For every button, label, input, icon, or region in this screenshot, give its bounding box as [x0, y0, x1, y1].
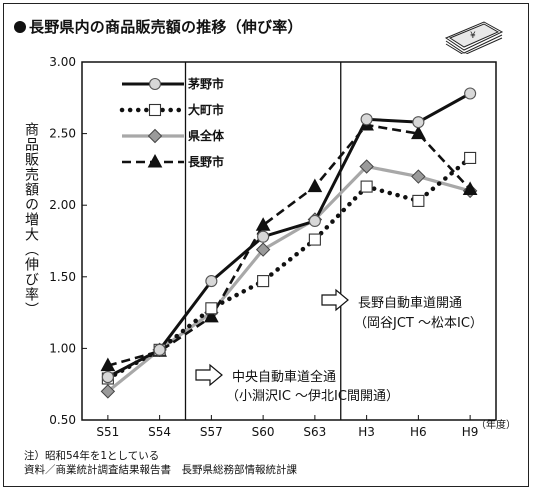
legend-label: 長野市 — [188, 154, 224, 169]
data-point-nagano — [307, 178, 323, 193]
chart-title-text: 長野県内の商品販売額の推移（伸び率） — [29, 18, 303, 36]
data-point-nagano — [204, 308, 219, 323]
footnotes: 注）昭和54年を1としている 資料／商業統計調査結果報告書 長野県総務部情報統計… — [24, 449, 297, 477]
y-tick-label: 2.50 — [49, 127, 76, 141]
data-point-nagano — [100, 357, 116, 372]
data-point-chino — [308, 214, 321, 228]
x-tick-label: S54 — [148, 425, 171, 439]
legend-label: 県全体 — [188, 128, 225, 143]
line-chart: 0.50 1.00 1.50 2.00 2.50 3.00 S51 S54 S57 S60 S63… — [49, 55, 516, 439]
annotation-chuo-line1: 中央自動車道全通 — [232, 369, 336, 385]
legend-label: 茅野市 — [188, 76, 224, 91]
x-tick-label: H6 — [410, 425, 427, 439]
data-point-omachi — [205, 302, 218, 315]
y-tick-label: 3.00 — [49, 55, 76, 69]
legend-swatch-marker — [148, 103, 162, 117]
data-point-chino — [412, 116, 425, 129]
data-point-chino — [360, 113, 373, 126]
x-tick-label: H3 — [358, 425, 375, 439]
y-axis-label: 商品販売額の増大（伸び率） — [23, 122, 39, 317]
x-tick-label: S57 — [200, 425, 223, 439]
annotation-nagano-line2: （岡谷JCT ～松本IC） — [354, 316, 483, 331]
data-point-omachi — [360, 180, 373, 193]
data-point-nagano — [411, 125, 426, 140]
series-line-omachi — [105, 155, 473, 381]
data-point-chino — [257, 230, 270, 243]
series-line-nagano — [107, 123, 472, 367]
series-line-chino — [107, 92, 471, 379]
annotation-nagano-line1: 長野自動車道開通 — [358, 296, 462, 311]
y-tick-label: 1.00 — [49, 341, 76, 355]
legend-swatch-marker — [147, 153, 163, 168]
data-point-omachi — [464, 151, 477, 164]
x-tick-label: S51 — [96, 425, 119, 439]
bullet-dot-icon — [14, 21, 26, 33]
data-point-nagano — [255, 217, 271, 231]
chart-title: 長野県内の商品販売額の推移（伸び率） — [14, 16, 303, 37]
footnote-source: 資料／商業統計調査結果報告書 長野県総務部情報統計課 — [24, 464, 297, 476]
footnote-base-year: 注）昭和54年を1としている — [24, 450, 160, 462]
x-tick-label: S60 — [252, 425, 275, 439]
banknote-stack-icon: ¥ — [444, 21, 504, 54]
data-point-prefecture — [100, 384, 116, 399]
x-tick-label: S63 — [303, 425, 326, 439]
legend-label: 大町市 — [188, 102, 224, 117]
data-point-chino — [464, 87, 477, 100]
annotation-chuo-expressway: 中央自動車道全通 （小淵沢IC ～伊北IC間開通） — [195, 363, 399, 404]
annotation-nagano-expressway: 長野自動車道開通 （岡谷JCT ～松本IC） — [321, 288, 483, 331]
data-point-prefecture — [255, 242, 271, 257]
data-point-omachi — [257, 275, 270, 288]
data-point-chino — [205, 275, 218, 288]
data-point-prefecture — [411, 169, 426, 184]
y-tick-label: 2.00 — [49, 198, 76, 212]
data-point-nagano — [462, 181, 478, 195]
data-point-prefecture — [359, 159, 374, 174]
arrow-right-icon — [321, 288, 349, 312]
legend-swatch-marker — [148, 77, 162, 91]
arrow-right-icon — [195, 363, 223, 387]
data-point-omachi — [308, 233, 321, 246]
series-line-prefecture — [106, 164, 471, 393]
x-tick-label: H9 — [462, 425, 479, 439]
annotation-chuo-line2: （小淵沢IC ～伊北IC間開通） — [226, 389, 399, 404]
data-point-omachi — [412, 194, 425, 207]
y-tick-label: 1.50 — [49, 270, 76, 284]
data-point-chino — [101, 370, 114, 384]
data-point-chino — [153, 343, 166, 356]
figure-frame: 長野県内の商品販売額の推移（伸び率） ¥ 商品販売額の増大（伸び率） 0.50 1… — [3, 3, 529, 487]
x-axis-unit: （年度） — [476, 418, 516, 431]
y-tick-label: 0.50 — [49, 413, 76, 427]
yen-symbol-icon: ¥ — [470, 31, 476, 41]
legend-swatch-marker — [147, 128, 163, 144]
plot-area-border — [81, 61, 497, 421]
